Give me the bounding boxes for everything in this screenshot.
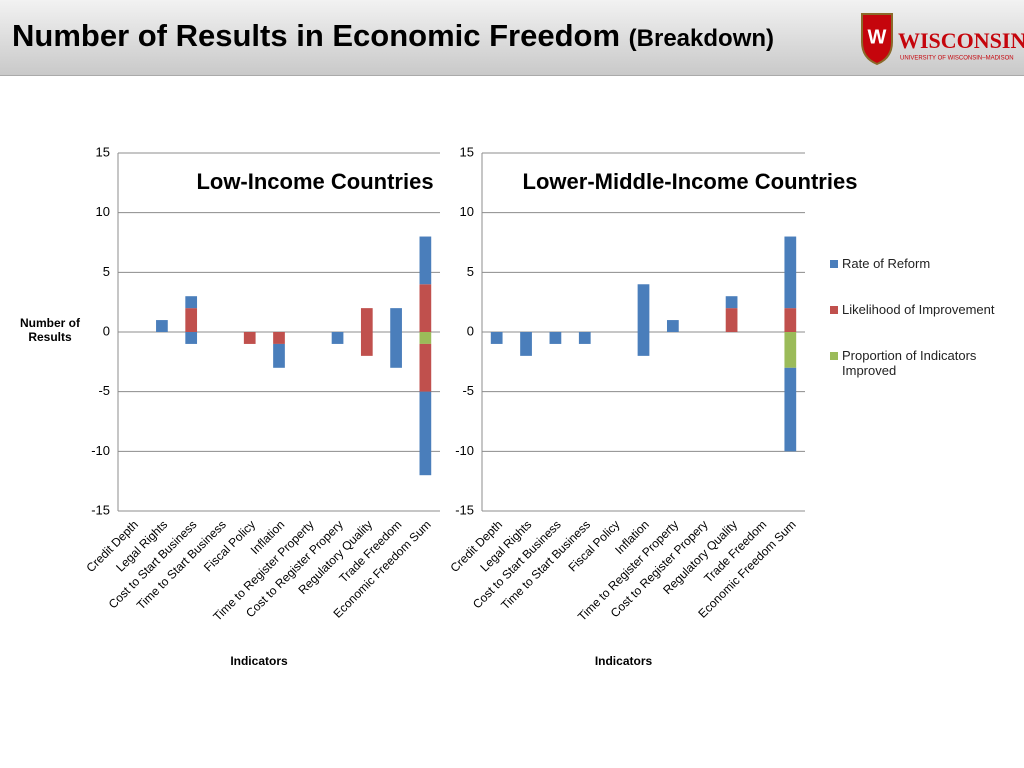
bar-segment	[419, 391, 432, 476]
logo-crest	[861, 13, 893, 66]
bar-segment	[490, 332, 503, 344]
chart-title: Lower-Middle-Income Countries	[523, 169, 858, 194]
y-tick-label: 5	[467, 264, 474, 279]
x-axis-label: Indicators	[230, 654, 288, 668]
legend-label: Likelihood of Improvement	[842, 302, 995, 317]
bar-segment	[784, 367, 797, 452]
bar-segment	[331, 332, 344, 344]
y-tick-label: -10	[91, 443, 110, 458]
bar-segment	[185, 296, 198, 309]
bar-segment	[360, 332, 373, 356]
bar-segment	[637, 284, 650, 332]
bar-segment	[549, 332, 562, 344]
legend-swatch	[830, 260, 838, 268]
bar-segment	[666, 320, 679, 332]
bar-segment	[637, 332, 650, 356]
bar-segment	[784, 308, 797, 332]
bar-segment	[360, 308, 373, 332]
logo-w: W	[868, 26, 887, 48]
chart-title: Low-Income Countries	[196, 169, 433, 194]
bar-segment	[784, 332, 797, 368]
y-tick-label: 5	[103, 264, 110, 279]
bar-segment	[725, 296, 738, 309]
y-tick-label: 15	[96, 144, 110, 159]
y-tick-label: -15	[455, 502, 474, 517]
bar-segment	[419, 343, 432, 392]
bar-segment	[419, 332, 432, 344]
bar-segment	[156, 320, 168, 332]
title-subtitle: (Breakdown)	[628, 25, 775, 52]
legend-label: Rate of Reform	[842, 256, 931, 271]
legend-entry: Proportion of Indicators Improved	[830, 348, 1015, 378]
bar-segment	[273, 332, 285, 344]
y-tick-label: 10	[460, 204, 474, 219]
bar-segment	[243, 332, 256, 344]
y-tick-label: 10	[96, 204, 110, 219]
bar-segment	[390, 332, 402, 368]
bar-segment	[725, 308, 738, 332]
bar-segment	[520, 332, 532, 356]
legend-entry: Likelihood of Improvement	[830, 302, 1015, 317]
y-tick-label: 0	[467, 323, 474, 338]
y-tick-label: -5	[98, 383, 110, 398]
y-tick-label: 15	[460, 144, 474, 159]
y-tick-label: 0	[103, 323, 110, 338]
y-tick-label: -15	[91, 502, 110, 517]
y-tick-label: -5	[462, 383, 474, 398]
bar-segment	[419, 284, 432, 332]
legend-swatch	[830, 352, 838, 360]
x-axis-label: Indicators	[595, 654, 653, 668]
bar-segment	[784, 236, 797, 309]
legend-label: Proportion of Indicators Improved	[842, 348, 977, 378]
logo: W WISCONSIN UNIVERSITY OF WISCONSIN–MADI…	[861, 13, 1024, 66]
bar-segment	[390, 308, 402, 332]
legend-entry: Rate of Reform	[830, 256, 1015, 271]
bar-segment	[185, 332, 198, 344]
legend-swatch	[830, 306, 838, 314]
y-axis-label: Number of Results	[20, 316, 80, 344]
slide-title: Number of Results in Economic Freedom (B…	[12, 18, 774, 54]
title-text: Number of Results in Economic Freedom	[12, 18, 621, 53]
bar-segment	[578, 332, 591, 344]
bar-segment	[273, 343, 285, 368]
logo-subtext: UNIVERSITY OF WISCONSIN–MADISON	[900, 56, 1014, 62]
header-bar	[0, 0, 1024, 76]
y-tick-label: -10	[455, 443, 474, 458]
bar-segment	[419, 236, 432, 285]
logo-text: WISCONSIN	[898, 28, 1024, 53]
bar-segment	[185, 308, 198, 332]
